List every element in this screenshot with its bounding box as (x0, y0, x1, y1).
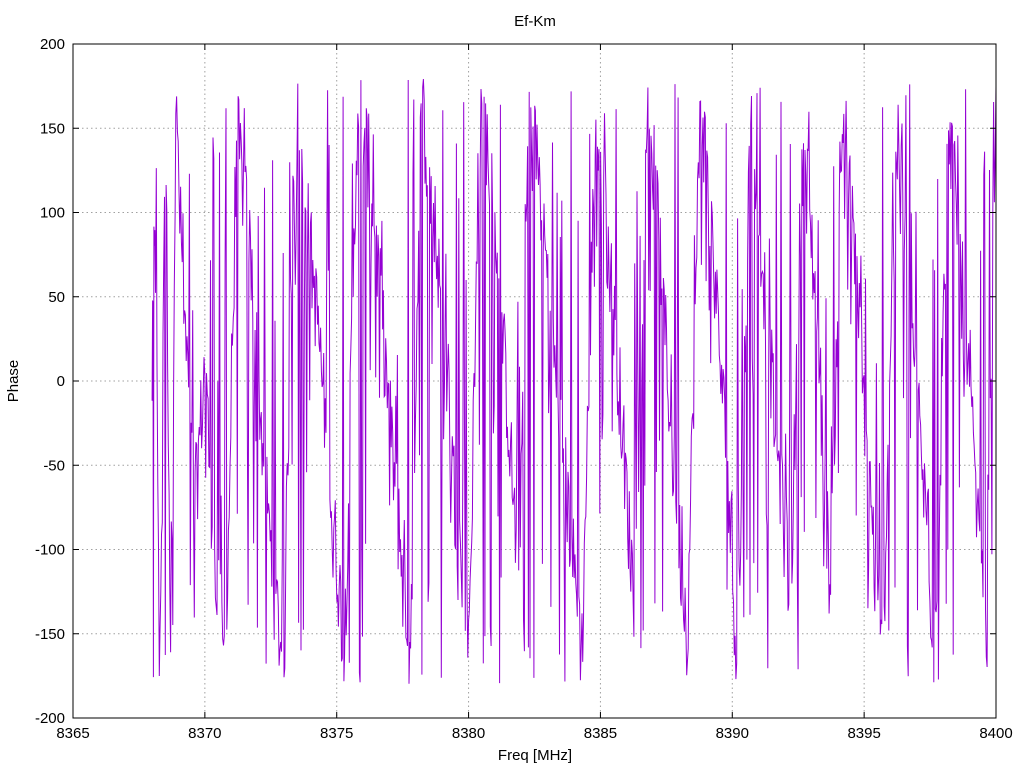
y-tick-label: -200 (35, 710, 65, 727)
x-tick-label: 8365 (56, 725, 89, 742)
x-tick-labels: 8365 8370 8375 8380 8385 8390 8395 8400 (56, 725, 1012, 742)
y-tick-label: 100 (40, 205, 65, 222)
x-tick-label: 8375 (320, 725, 353, 742)
x-tick-label: 8380 (452, 725, 485, 742)
x-tick-label: 8390 (716, 725, 749, 742)
x-tick-label: 8370 (188, 725, 221, 742)
tick-marks (72, 43, 997, 719)
y-tick-label: 150 (40, 120, 65, 137)
series-layer (151, 78, 997, 684)
x-tick-label: 8385 (584, 725, 617, 742)
y-tick-label: 0 (57, 373, 65, 390)
x-axis-label: Freq [MHz] (498, 747, 572, 764)
y-tick-label: -50 (43, 457, 65, 474)
y-axis-label: Phase (5, 360, 22, 403)
y-tick-label: -100 (35, 542, 65, 559)
x-tick-label: 8395 (847, 725, 880, 742)
y-tick-label: 200 (40, 36, 65, 53)
chart-title: Ef-Km (514, 13, 556, 30)
y-tick-label: 50 (48, 289, 65, 306)
y-tick-label: -150 (35, 626, 65, 643)
y-tick-labels: -200 -150 -100 -50 0 50 100 150 200 (35, 36, 65, 727)
phase-series-line (151, 78, 997, 684)
x-tick-label: 8400 (979, 725, 1012, 742)
